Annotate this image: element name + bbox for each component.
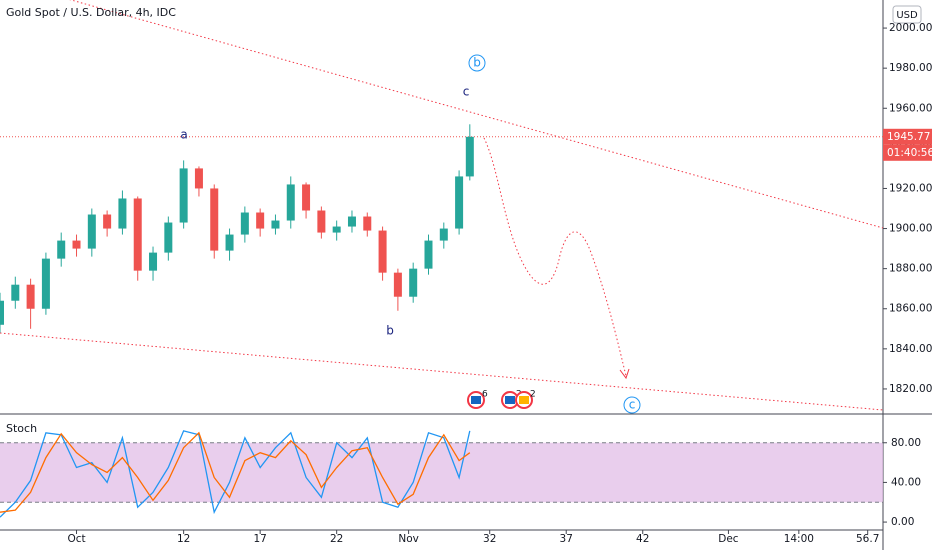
x-tick-label: 56.7 xyxy=(856,533,879,545)
candle-body xyxy=(347,216,356,227)
candle-body xyxy=(179,168,188,223)
y2-tick-label: 0.00 xyxy=(891,516,914,528)
x-tick-label: 37 xyxy=(560,533,573,545)
stoch-line xyxy=(0,430,471,518)
candle-body xyxy=(271,220,280,229)
candle-body xyxy=(11,284,20,301)
y-tick-label: 1920.00 xyxy=(889,182,932,194)
candle-body xyxy=(57,240,66,259)
last-price-box xyxy=(883,128,932,145)
y-tick-label: 1880.00 xyxy=(889,263,932,275)
candle-body xyxy=(465,136,474,177)
candle-body xyxy=(149,252,158,271)
candle-body xyxy=(378,230,387,273)
x-tick-label: 42 xyxy=(636,533,649,545)
wave-label: a xyxy=(180,128,187,142)
x-tick-label: 22 xyxy=(330,533,343,545)
currency-label[interactable]: USD xyxy=(896,10,918,21)
x-tick-label: Oct xyxy=(67,533,85,545)
candle-body xyxy=(225,234,234,251)
chart-title: Gold Spot / U.S. Dollar, 4h, IDC xyxy=(6,6,176,19)
candle-body xyxy=(41,258,50,309)
event-flag xyxy=(505,396,515,404)
y-tick-label: 1980.00 xyxy=(889,62,932,74)
candle-body xyxy=(409,268,418,297)
candle-body xyxy=(0,300,4,325)
event-count: 6 xyxy=(482,390,488,400)
candle-body xyxy=(439,228,448,241)
x-tick-label: 17 xyxy=(253,533,266,545)
candle-body xyxy=(455,176,464,229)
wave-label: c xyxy=(629,398,636,412)
x-tick-label: 14:00 xyxy=(784,533,814,545)
candle-body xyxy=(424,240,433,269)
countdown-label: 01:40:56 xyxy=(887,147,932,159)
x-tick-label: 12 xyxy=(177,533,190,545)
x-tick-label: Nov xyxy=(398,533,419,545)
candle-body xyxy=(240,212,249,235)
y-tick-label: 1900.00 xyxy=(889,223,932,235)
currency-button[interactable] xyxy=(892,5,922,24)
trend-line xyxy=(69,0,884,229)
candle-body xyxy=(133,198,142,271)
candle-body xyxy=(118,198,127,229)
x-tick-label: Dec xyxy=(718,533,739,545)
candle-body xyxy=(87,214,96,249)
candle-body xyxy=(26,284,35,309)
last-price-label: 1945.77 xyxy=(887,131,930,143)
candle-body xyxy=(302,184,311,211)
y-tick-label: 2000.00 xyxy=(889,22,932,34)
projection-path xyxy=(483,137,627,377)
wave-label: b xyxy=(473,56,481,70)
candle-body xyxy=(317,210,326,233)
candle-body xyxy=(210,188,219,251)
candle-body xyxy=(393,272,402,297)
candle-body xyxy=(72,240,81,249)
candle-body xyxy=(256,212,265,229)
countdown-box xyxy=(883,144,932,161)
wave-label: b xyxy=(386,324,394,338)
wave-circle xyxy=(623,396,641,414)
event-flag xyxy=(471,396,481,404)
y-tick-label: 1840.00 xyxy=(889,343,932,355)
y-tick-label: 1960.00 xyxy=(889,102,932,114)
y-tick-label: 1860.00 xyxy=(889,303,932,315)
stoch-band xyxy=(0,442,883,503)
candle-body xyxy=(103,214,112,229)
y2-tick-label: 40.00 xyxy=(891,476,921,488)
y2-tick-label: 80.00 xyxy=(891,437,921,449)
candle-body xyxy=(332,226,341,233)
projection-arrow xyxy=(619,368,630,380)
indicator-title: Stoch xyxy=(6,422,37,435)
candle-body xyxy=(194,168,203,189)
wave-circle xyxy=(468,54,486,72)
candle-body xyxy=(286,184,295,221)
wave-label: c xyxy=(463,85,470,99)
candle-body xyxy=(164,222,173,253)
x-tick-label: 32 xyxy=(483,533,496,545)
event-flag xyxy=(519,396,529,404)
event-count: 2 xyxy=(530,390,536,400)
y-tick-label: 1820.00 xyxy=(889,383,932,395)
candle-body xyxy=(363,216,372,231)
stoch-line xyxy=(0,431,471,513)
